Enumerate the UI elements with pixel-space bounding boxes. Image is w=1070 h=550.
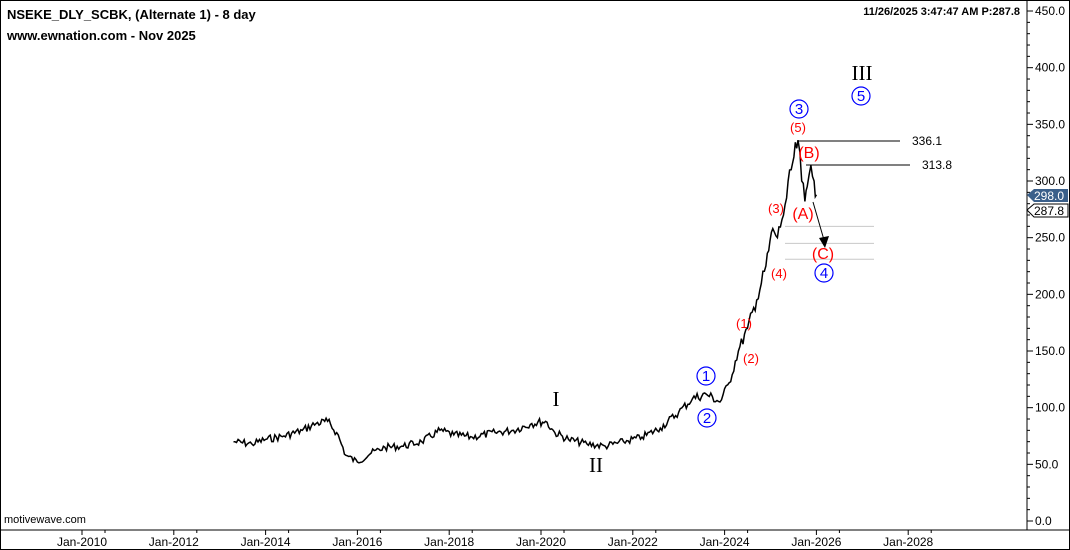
wave-III-label: III [852, 61, 873, 85]
wave-C-label: (C) [812, 246, 834, 263]
wave-circle-c3 [789, 99, 809, 119]
wave-c5-label: 5 [857, 88, 865, 105]
y-tick-label: 100.0 [1035, 401, 1065, 415]
current-price-tag [1026, 203, 1069, 218]
wave-p5-label: (5) [790, 120, 806, 135]
watermark: motivewave.com [4, 514, 86, 526]
last-price-label: 298.0 [1034, 189, 1064, 203]
y-tick-label: 250.0 [1035, 231, 1065, 245]
y-tick-label: 50.0 [1035, 457, 1059, 471]
wave-A-label: (A) [792, 206, 813, 223]
y-tick-label: 450.0 [1035, 4, 1065, 18]
wave-p3-label: (3) [768, 201, 784, 216]
x-tick-label: Jan-2012 [149, 535, 199, 549]
current-price-label: 287.8 [1034, 204, 1064, 218]
wave-circle-c5 [851, 86, 871, 106]
x-tick-label: Jan-2010 [57, 535, 107, 549]
wave-c1-label: 1 [702, 368, 710, 385]
y-tick-label: 0.0 [1035, 514, 1052, 528]
y-tick-label: 150.0 [1035, 344, 1065, 358]
wave-p4-label: (4) [771, 266, 787, 281]
y-tick-label: 200.0 [1035, 287, 1065, 301]
y-tick-label: 300.0 [1035, 174, 1065, 188]
wave-c4-label: 4 [820, 265, 828, 282]
x-tick-label: Jan-2020 [516, 535, 566, 549]
arrow-head-icon [819, 236, 829, 248]
wave-c3-label: 3 [795, 101, 803, 118]
wave-circle-c1 [696, 366, 716, 386]
wave-I-label: I [553, 387, 560, 411]
x-tick-label: Jan-2022 [608, 535, 658, 549]
x-tick-label: Jan-2026 [791, 535, 841, 549]
wave-B-label: (B) [798, 145, 819, 162]
wave-circle-c4 [814, 263, 834, 283]
timestamp-price: 11/26/2025 3:47:47 AM P:287.8 [863, 6, 1020, 18]
wave-p1-label: (1) [736, 316, 752, 331]
projection-arrow-line [812, 201, 825, 241]
wave-circle-c2 [697, 408, 717, 428]
x-tick-label: Jan-2014 [241, 535, 291, 549]
high-336-label: 336.1 [912, 134, 942, 148]
chart-title: NSEKE_DLY_SCBK, (Alternate 1) - 8 day [7, 7, 257, 22]
wave-c2-label: 2 [703, 410, 711, 427]
x-tick-label: Jan-2024 [700, 535, 750, 549]
wave-p2-label: (2) [743, 351, 759, 366]
high-313-label: 313.8 [922, 158, 952, 172]
chart-subtitle: www.ewnation.com - Nov 2025 [6, 28, 196, 43]
last-price-tag [1027, 189, 1068, 202]
x-tick-label: Jan-2028 [883, 535, 933, 549]
x-tick-label: Jan-2018 [424, 535, 474, 549]
y-tick-label: 400.0 [1035, 61, 1065, 75]
wave-II-label: II [589, 453, 603, 477]
x-tick-label: Jan-2016 [332, 535, 382, 549]
y-tick-label: 350.0 [1035, 117, 1065, 131]
price-line [233, 139, 818, 464]
